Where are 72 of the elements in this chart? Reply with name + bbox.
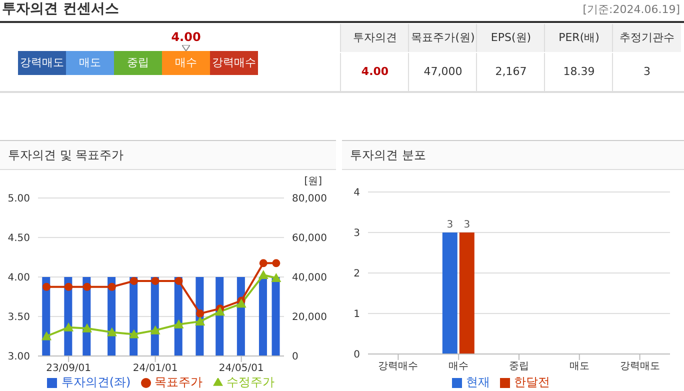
point	[259, 259, 268, 268]
category-label: 강력매수	[210, 51, 258, 75]
point	[174, 276, 183, 285]
legend-label: 수정주가	[226, 375, 275, 389]
category-label: 매수	[162, 51, 210, 75]
legend-label: 투자의견(좌)	[61, 375, 131, 389]
legend-label: 현재	[466, 375, 490, 389]
y2-tick-label: 0	[292, 352, 298, 363]
y-tick-label: 3.50	[8, 312, 30, 324]
y-tick-label: 4.00	[8, 272, 30, 284]
text: [기준:2024.06.19]	[582, 2, 680, 17]
y2-axis-title: [원]	[304, 175, 322, 188]
y-tick-label: 4.50	[8, 233, 30, 244]
legend-label: 목표주가	[154, 375, 203, 389]
data-label: 3	[446, 220, 454, 230]
point	[83, 282, 92, 291]
y-tick-label: 2	[354, 268, 360, 280]
point	[271, 272, 282, 282]
x-tick-label: 매수	[448, 361, 469, 372]
text: 2,167	[476, 53, 545, 91]
x-tick-label: 중립	[509, 361, 529, 372]
text: 4.00	[170, 30, 202, 44]
x-tick-label: 24/05/01	[218, 363, 264, 374]
text: PER(배)	[544, 24, 613, 52]
x-tick-label: 강력매도	[620, 361, 660, 372]
category-label: 중립	[114, 51, 162, 75]
text: 투자의견 컨센서스	[2, 0, 119, 18]
y2-tick-label: 60,000	[292, 233, 327, 244]
point	[236, 298, 246, 308]
point	[128, 329, 139, 338]
point	[215, 306, 226, 316]
point	[82, 323, 92, 332]
text: EPS(원)	[476, 24, 545, 52]
point	[196, 310, 204, 318]
text: 18.39	[544, 53, 613, 91]
y-tick-label: 5.00	[8, 194, 30, 205]
point	[258, 270, 268, 280]
point	[64, 282, 73, 291]
text: 추정기관수	[612, 24, 681, 52]
y2-tick-label: 80,000	[292, 194, 327, 205]
chart-title: 투자의견 및 목표주가	[8, 147, 124, 164]
point	[42, 331, 52, 340]
text: 3	[612, 53, 681, 91]
chart-title: 투자의견 분포	[350, 147, 426, 164]
category-label: 강력매도	[18, 51, 66, 75]
point	[150, 325, 160, 334]
point	[174, 319, 184, 328]
text: 투자의견	[340, 24, 409, 52]
y-tick-label: 3	[354, 228, 360, 240]
point	[106, 327, 117, 336]
x-tick-label: 매도	[569, 361, 590, 372]
y-tick-label: 4	[354, 188, 360, 199]
data-label: 3	[464, 220, 470, 230]
point	[151, 276, 160, 285]
point	[42, 282, 51, 291]
point	[272, 259, 280, 268]
x-tick-label: 23/09/01	[46, 363, 92, 374]
legend-label: 한달전	[514, 375, 550, 389]
y2-tick-label: 40,000	[292, 272, 327, 284]
y-tick-label: 0	[354, 350, 360, 361]
point	[130, 276, 138, 285]
y-tick-label: 1	[354, 309, 360, 320]
y-tick-label: 3.00	[8, 352, 30, 363]
x-tick-label: 강력매수	[378, 361, 418, 372]
x-tick-label: 24/01/01	[132, 363, 178, 374]
text: 목표주가(원)	[408, 24, 477, 52]
text: 47,000	[408, 53, 477, 91]
y2-tick-label: 20,000	[292, 312, 327, 324]
point	[108, 282, 116, 291]
point	[64, 322, 74, 332]
category-label: 매도	[66, 51, 114, 75]
point	[195, 316, 206, 326]
